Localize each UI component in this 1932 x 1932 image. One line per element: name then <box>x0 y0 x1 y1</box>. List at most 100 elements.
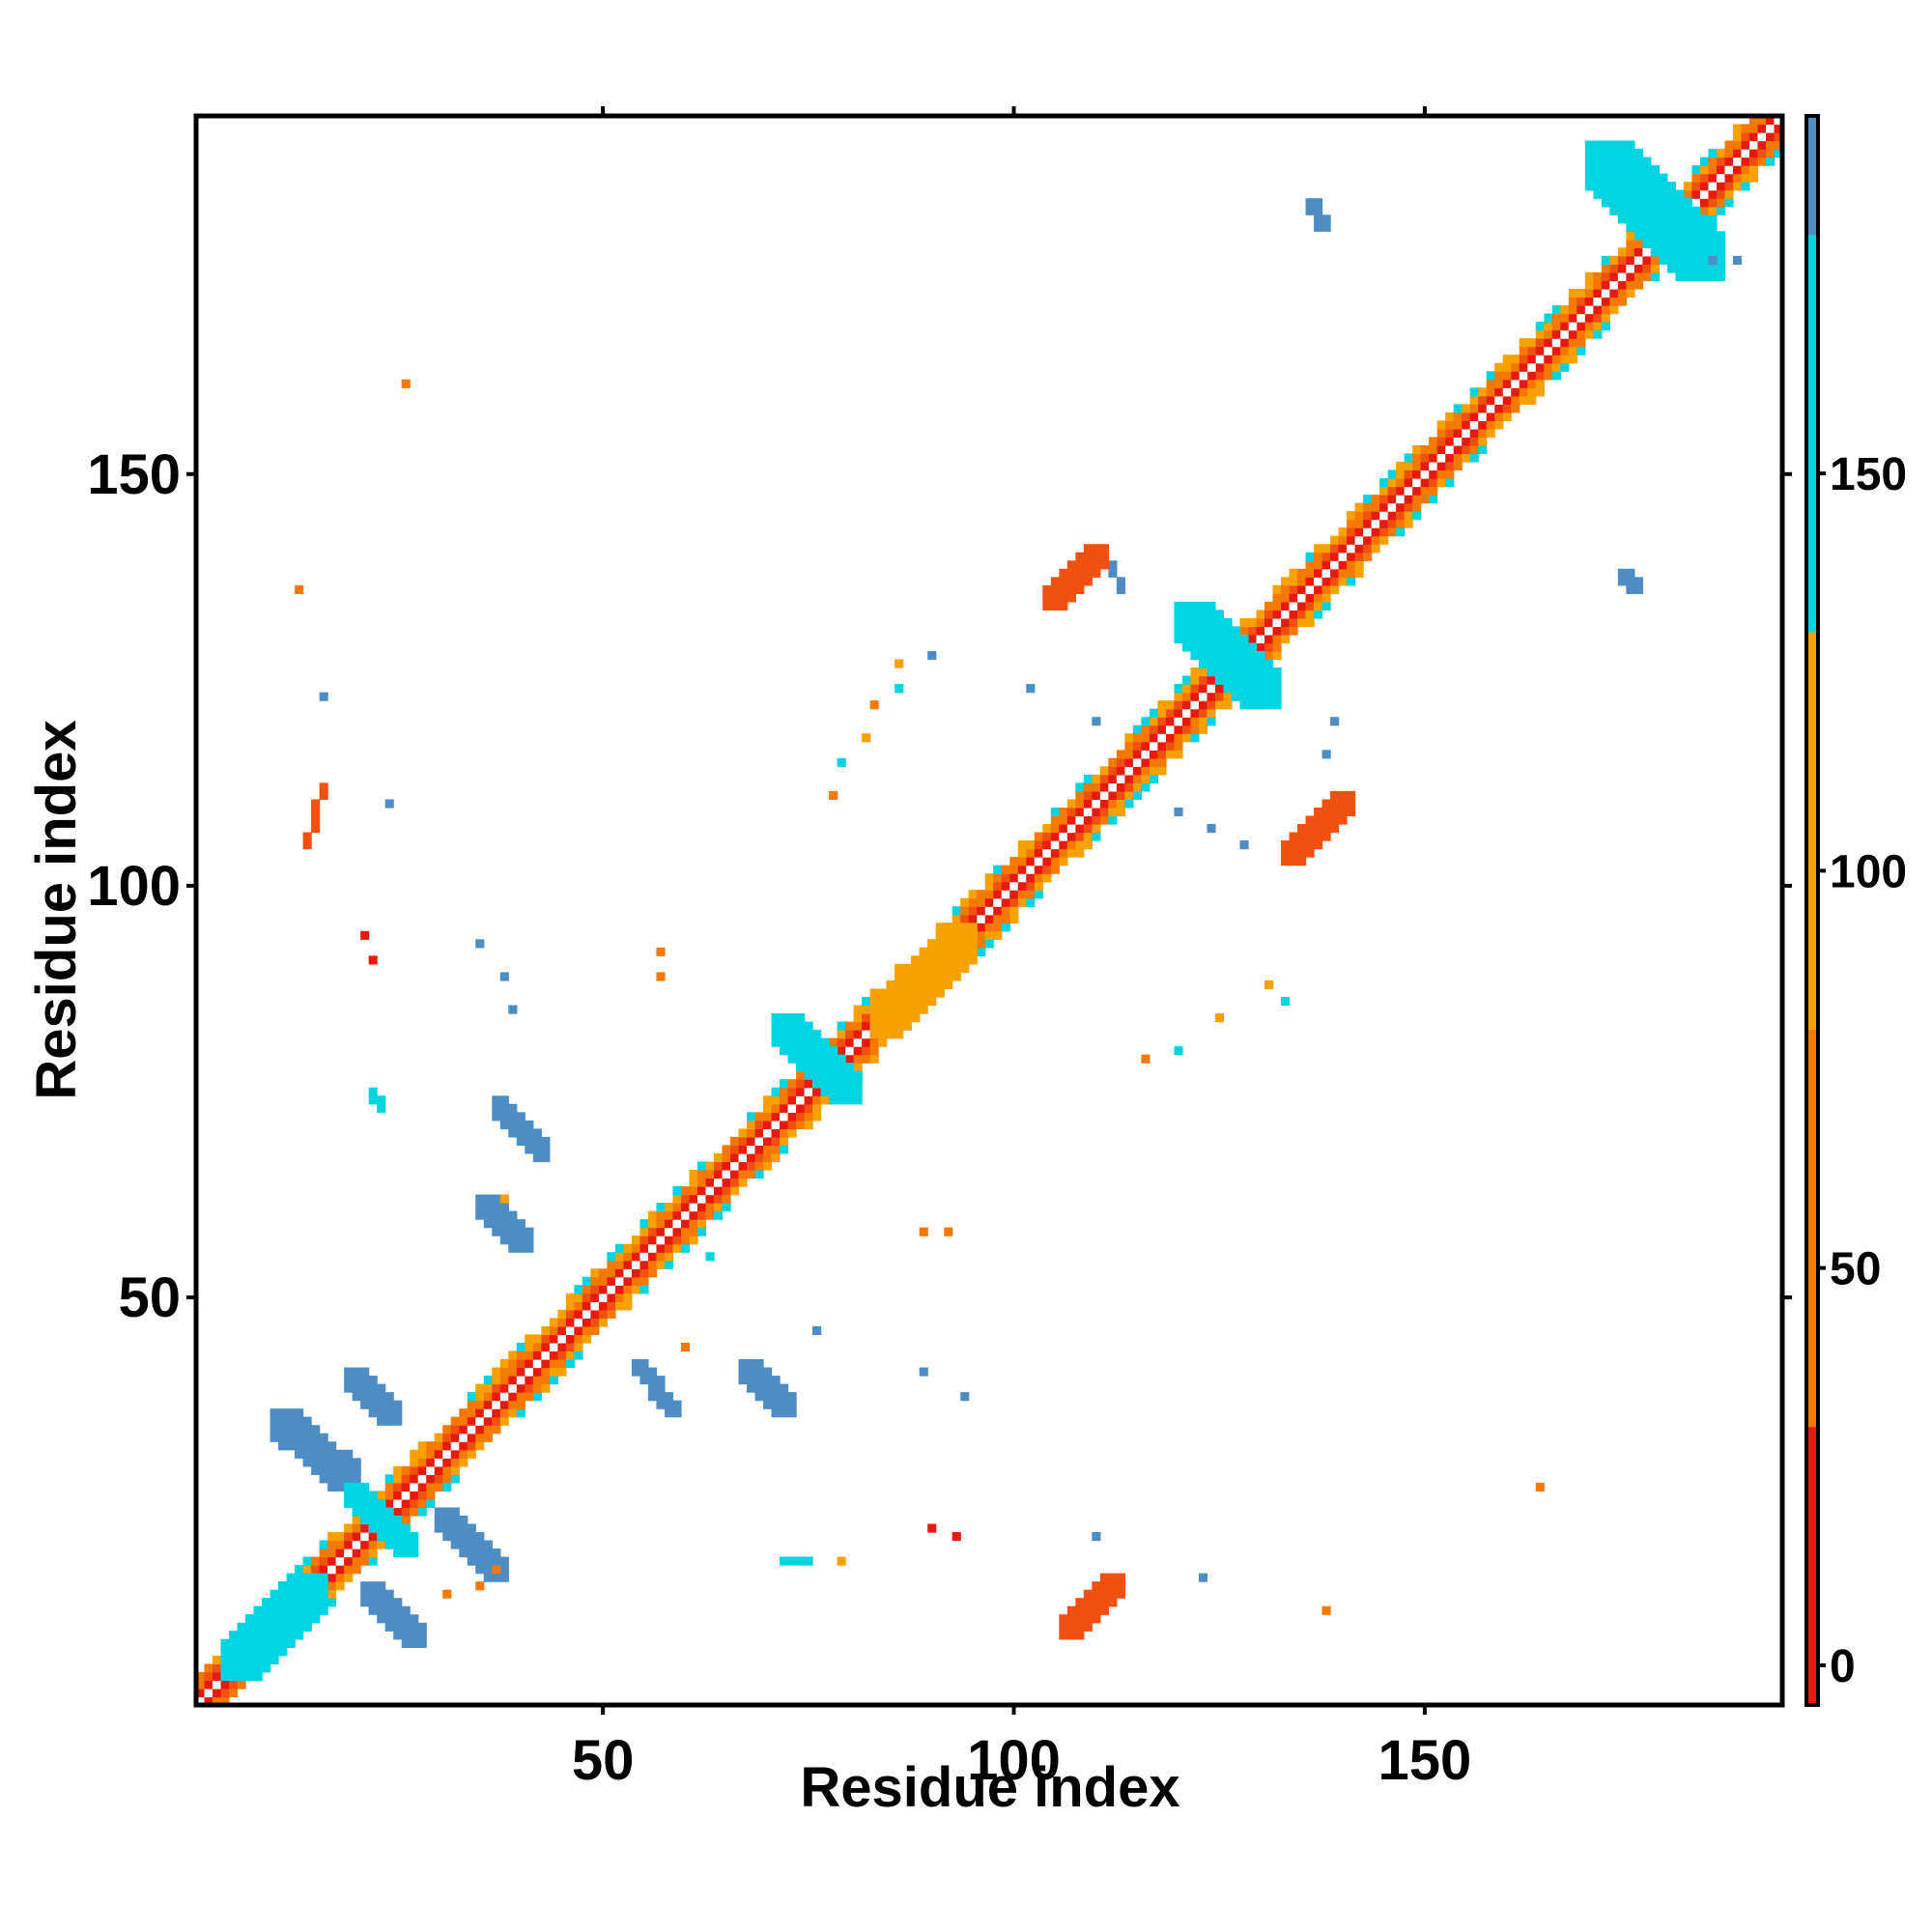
diagonal-cell <box>1009 914 1019 923</box>
contact-cell <box>245 1647 255 1657</box>
diagonal-cell <box>1289 601 1298 611</box>
contact-cell <box>1059 1614 1068 1624</box>
diagonal-cell <box>754 1169 764 1179</box>
contact-cell <box>253 1663 263 1673</box>
contact-cell <box>1116 577 1125 586</box>
contact-cell <box>344 1376 354 1385</box>
contact-cell <box>302 1458 312 1467</box>
diagonal-cell <box>639 1236 649 1245</box>
contact-cell <box>1699 239 1710 248</box>
contact-cell <box>1272 668 1282 677</box>
contact-cell <box>845 1087 855 1096</box>
contact-cell <box>278 1416 288 1426</box>
contact-cell <box>1059 601 1068 611</box>
diagonal-cell <box>607 1309 616 1319</box>
contact-cell <box>475 1556 485 1566</box>
diagonal-cell <box>1650 271 1660 282</box>
diagonal-cell <box>754 1145 764 1154</box>
contact-cell <box>352 1367 361 1377</box>
contact-cell <box>820 1054 830 1064</box>
diagonal-cell <box>1724 165 1734 175</box>
diagonal-cell <box>1527 362 1537 372</box>
diagonal-cell <box>1469 412 1479 421</box>
contact-cell <box>895 972 904 981</box>
contact-cell <box>344 1465 354 1475</box>
contact-cell <box>787 1400 797 1409</box>
diagonal-cell <box>1445 437 1455 446</box>
diagonal-cell <box>960 897 970 907</box>
diagonal-cell <box>1502 395 1512 405</box>
diagonal-cell <box>1354 568 1364 578</box>
diagonal-cell <box>1281 584 1291 594</box>
contact-cell <box>837 1079 846 1089</box>
contact-cell <box>1659 189 1668 199</box>
contact-cell <box>1207 659 1216 668</box>
diagonal-cell <box>1354 519 1364 528</box>
diagonal-cell <box>656 1210 666 1220</box>
diagonal-cell <box>532 1376 542 1385</box>
contact-cell <box>237 1647 246 1657</box>
diagonal-cell <box>1075 799 1085 809</box>
diagonal-cell <box>1059 815 1068 825</box>
contact-cell <box>1642 239 1652 248</box>
contact-cell <box>853 1087 863 1096</box>
contact-cell <box>968 923 978 932</box>
contact-cell <box>1198 601 1208 611</box>
contact-cell <box>1642 173 1652 183</box>
contact-cell <box>508 1210 518 1220</box>
diagonal-cell <box>1535 329 1545 339</box>
diagonal-cell <box>1314 610 1323 619</box>
contact-cell <box>1239 700 1249 710</box>
contact-cell <box>845 1063 855 1072</box>
contact-cell <box>1174 626 1183 636</box>
contact-cell <box>1314 840 1323 850</box>
contact-cell <box>516 1112 526 1122</box>
diagonal-cell <box>483 1433 493 1442</box>
diagonal-cell <box>1486 428 1495 439</box>
contact-cell <box>1305 840 1315 850</box>
contact-cell <box>1305 206 1315 215</box>
x-tick-label: 150 <box>1378 1729 1472 1792</box>
contact-cell <box>1256 651 1265 661</box>
diagonal-cell <box>672 1219 682 1229</box>
colorbar-bin <box>1806 1029 1818 1428</box>
diagonal-cell <box>1560 329 1570 339</box>
contact-cell <box>401 1548 411 1558</box>
diagonal-cell <box>426 1449 436 1459</box>
contact-cell <box>1059 1631 1068 1640</box>
contact-cell <box>1708 222 1718 232</box>
diagonal-cell <box>1593 297 1603 306</box>
diagonal-cell <box>656 1260 666 1269</box>
contact-cell <box>262 1598 271 1607</box>
contact-cell <box>895 1005 904 1014</box>
diagonal-cell <box>401 1474 411 1484</box>
diagonal-cell <box>680 1243 691 1253</box>
diagonal-cell <box>607 1276 616 1286</box>
contact-cell <box>1683 239 1693 248</box>
contact-cell <box>410 1540 419 1549</box>
contact-cell <box>311 1458 321 1467</box>
diagonal-cell <box>853 1054 863 1064</box>
contact-cell <box>302 1441 312 1451</box>
diagonal-cell <box>623 1285 633 1294</box>
diagonal-cell <box>696 1169 707 1179</box>
contact-cell <box>311 807 321 817</box>
diagonal-cell <box>450 1416 460 1426</box>
contact-speck <box>1321 750 1331 759</box>
diagonal-cell <box>1347 568 1356 578</box>
diagonal-cell <box>993 865 1003 874</box>
diagonal-cell <box>1462 453 1471 463</box>
contact-cell <box>327 1465 337 1475</box>
contact-cell <box>1083 560 1093 570</box>
diagonal-cell <box>1732 124 1743 133</box>
contact-cell <box>245 1638 255 1648</box>
diagonal-cell <box>384 1498 394 1509</box>
diagonal-cell <box>672 1243 682 1253</box>
contact-cell <box>1699 247 1710 257</box>
contact-cell <box>1042 601 1052 611</box>
diagonal-cell <box>1568 322 1577 331</box>
contact-cell <box>1650 198 1660 208</box>
contact-cell <box>499 1203 509 1212</box>
contact-cell <box>812 1030 822 1039</box>
contact-cell <box>286 1408 296 1418</box>
